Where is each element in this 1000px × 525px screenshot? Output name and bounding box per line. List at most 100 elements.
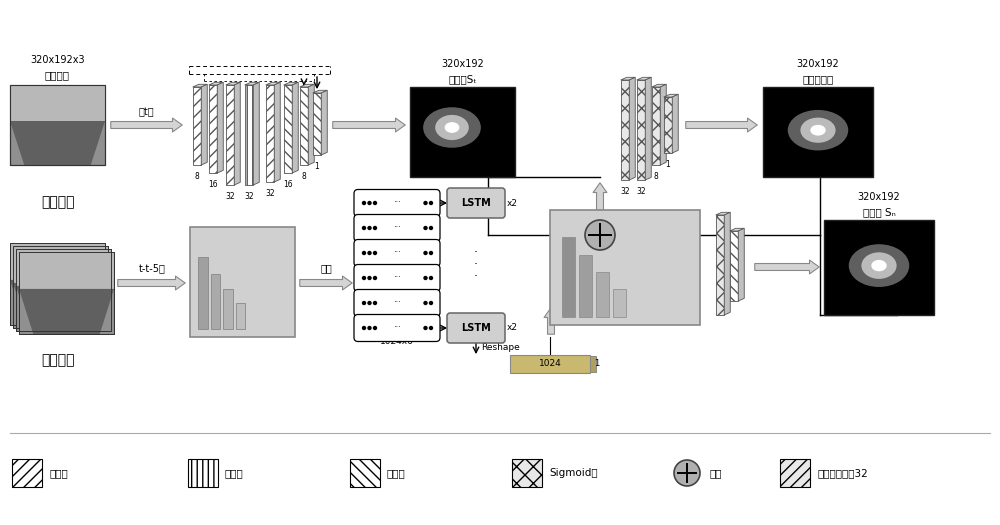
Circle shape [362, 301, 366, 305]
Polygon shape [16, 249, 111, 286]
Circle shape [373, 301, 377, 305]
Circle shape [423, 326, 428, 330]
Polygon shape [300, 85, 314, 87]
Polygon shape [19, 252, 114, 289]
Text: 拼接: 拼接 [709, 468, 722, 478]
Polygon shape [13, 246, 108, 283]
Circle shape [429, 201, 433, 205]
Circle shape [423, 226, 428, 230]
Polygon shape [621, 77, 635, 80]
Bar [236, 303, 245, 329]
Text: 池化层: 池化层 [225, 468, 244, 478]
Ellipse shape [788, 110, 848, 151]
Ellipse shape [423, 107, 481, 148]
Ellipse shape [435, 115, 469, 140]
Polygon shape [234, 82, 240, 185]
Polygon shape [266, 82, 280, 85]
Text: 320x192x3: 320x192x3 [30, 55, 85, 65]
Polygon shape [245, 82, 259, 85]
Text: x2: x2 [507, 198, 518, 207]
Circle shape [362, 276, 366, 280]
Text: ·
·
·: · · · [474, 247, 478, 284]
Bar [193, 87, 201, 165]
Bar [209, 85, 217, 173]
Text: t-t-5帧: t-t-5帧 [139, 263, 165, 273]
Bar [613, 289, 626, 317]
Text: 第t帧: 第t帧 [139, 107, 154, 117]
Text: 1024x6: 1024x6 [380, 337, 414, 346]
Text: 8: 8 [654, 172, 658, 181]
Polygon shape [645, 77, 651, 180]
Polygon shape [10, 280, 105, 325]
Text: ···: ··· [393, 198, 401, 207]
Circle shape [373, 251, 377, 255]
Bar [10, 243, 105, 325]
Text: 上采样: 上采样 [387, 468, 406, 478]
Circle shape [429, 276, 433, 280]
Circle shape [585, 220, 615, 250]
Text: 显著图 Sₙ: 显著图 Sₙ [863, 207, 895, 217]
Text: x2: x2 [507, 323, 518, 332]
Bar [284, 85, 292, 173]
Circle shape [367, 201, 372, 205]
Ellipse shape [849, 244, 909, 287]
Text: 32: 32 [620, 187, 630, 196]
Text: 1: 1 [315, 162, 319, 171]
Bar [780, 459, 810, 487]
Text: ···: ··· [393, 299, 401, 308]
FancyBboxPatch shape [354, 239, 440, 267]
Text: 1024: 1024 [539, 360, 561, 369]
Polygon shape [13, 283, 108, 328]
Ellipse shape [871, 260, 887, 271]
Bar [512, 459, 542, 487]
Polygon shape [637, 77, 651, 80]
Text: Reshape: Reshape [481, 342, 520, 352]
Text: Sigmoid层: Sigmoid层 [549, 468, 598, 478]
Text: 32: 32 [636, 187, 646, 196]
Polygon shape [730, 228, 744, 231]
Text: 显著图Sₜ: 显著图Sₜ [448, 74, 477, 84]
Text: 动态通路: 动态通路 [41, 353, 75, 367]
Circle shape [373, 226, 377, 230]
Bar [190, 227, 295, 337]
Text: 8: 8 [302, 172, 306, 181]
Text: LSTM: LSTM [461, 198, 491, 208]
Polygon shape [274, 82, 280, 182]
Polygon shape [209, 82, 223, 85]
Text: ···: ··· [393, 323, 401, 332]
Polygon shape [16, 286, 111, 331]
Polygon shape [226, 82, 240, 85]
Bar [198, 257, 208, 329]
Bar [13, 246, 108, 328]
Bar [730, 231, 738, 301]
Bar [579, 255, 592, 317]
Bar [16, 249, 111, 331]
Circle shape [373, 326, 377, 330]
Polygon shape [321, 90, 327, 155]
Text: 8: 8 [195, 172, 199, 181]
Bar [10, 85, 105, 165]
Bar [596, 272, 609, 317]
Text: 32: 32 [265, 189, 275, 198]
Bar [763, 87, 873, 177]
Polygon shape [10, 243, 105, 280]
Bar [19, 252, 114, 334]
Circle shape [429, 301, 433, 305]
Text: 32: 32 [244, 192, 254, 201]
Bar [245, 85, 253, 185]
Text: 1: 1 [666, 160, 670, 169]
FancyBboxPatch shape [354, 190, 440, 216]
Circle shape [367, 276, 372, 280]
Ellipse shape [445, 122, 459, 133]
Text: 最终显著图: 最终显著图 [802, 74, 834, 84]
Polygon shape [629, 77, 635, 180]
Ellipse shape [861, 253, 897, 279]
Bar [313, 93, 321, 155]
Circle shape [429, 251, 433, 255]
Circle shape [429, 226, 433, 230]
FancyBboxPatch shape [354, 265, 440, 291]
FancyBboxPatch shape [354, 289, 440, 317]
Circle shape [373, 201, 377, 205]
Bar [716, 215, 724, 315]
Polygon shape [652, 85, 666, 87]
